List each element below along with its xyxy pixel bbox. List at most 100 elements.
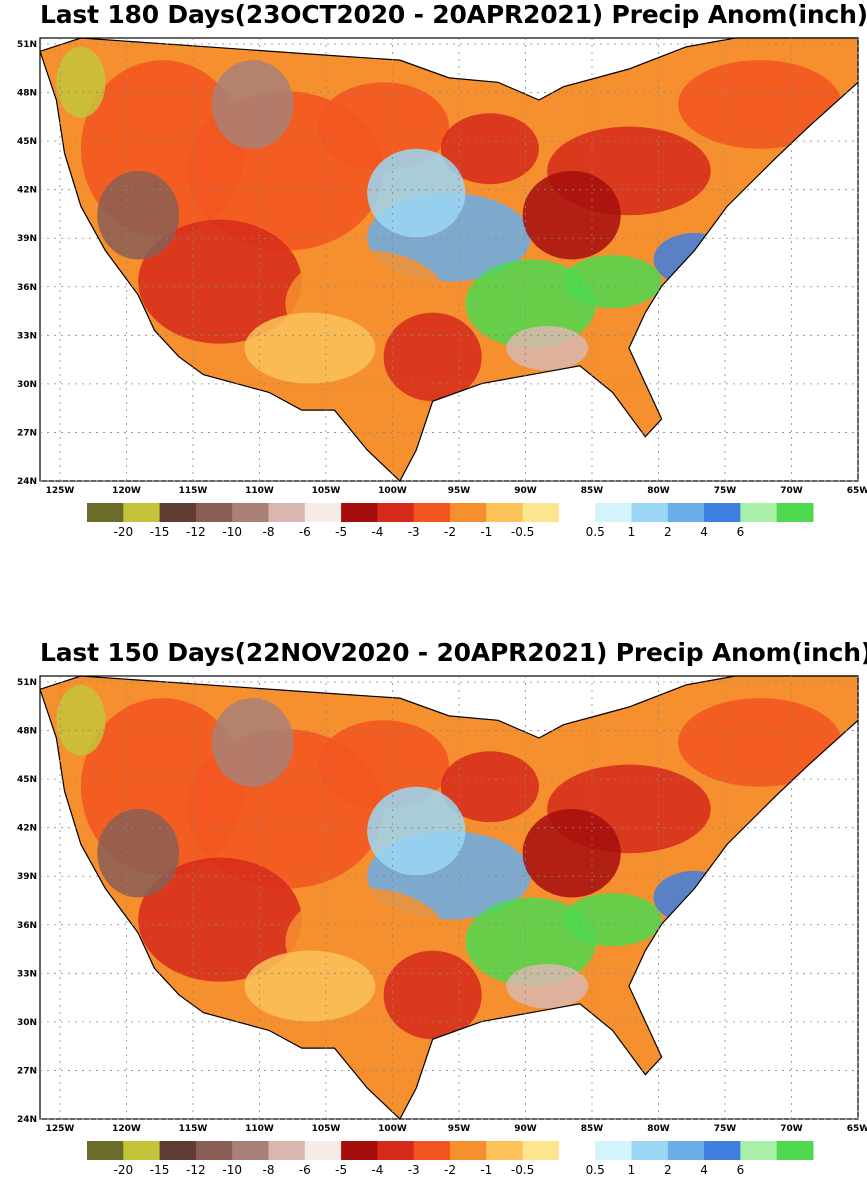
map-panel-180-days: Last 180 Days(23OCT2020 - 20APR2021) Pre… [0, 0, 867, 560]
lat-label: 27N [17, 1066, 37, 1076]
colorbar-swatch [776, 1141, 814, 1160]
colorbar-swatch [667, 503, 705, 522]
map-title: Last 180 Days(23OCT2020 - 20APR2021) Pre… [40, 0, 867, 29]
map-title: Last 150 Days(22NOV2020 - 20APR2021) Pre… [40, 638, 867, 667]
lat-label: 33N [17, 331, 37, 341]
colorbar-swatch [123, 1141, 161, 1160]
anomaly-region [440, 113, 539, 185]
colorbar-swatch [413, 1141, 451, 1160]
colorbar-label: -20 [113, 525, 133, 539]
colorbar-swatch [377, 1141, 415, 1160]
coastline [39, 675, 859, 1120]
anomaly-region [563, 255, 662, 309]
colorbar-swatch [704, 503, 741, 522]
anomaly-region [56, 46, 106, 118]
colorbar-swatch [667, 1141, 705, 1160]
anomaly-region [318, 82, 449, 171]
colorbar-swatch [776, 503, 814, 522]
lat-label: 45N [17, 137, 37, 147]
colorbar-swatch [486, 503, 524, 522]
colorbar-swatch [522, 1141, 560, 1160]
lat-label: 27N [17, 428, 37, 438]
lon-label: 105W [312, 1124, 341, 1134]
colorbar-swatch [595, 1141, 632, 1160]
anomaly-region [318, 720, 449, 809]
colorbar-swatch [413, 503, 451, 522]
colorbar-label: -5 [335, 1163, 347, 1177]
colorbar-label: 4 [700, 525, 708, 539]
colorbar-swatch [595, 503, 632, 522]
colorbar-label: -4 [371, 525, 383, 539]
lon-label: 75W [714, 486, 737, 496]
anomaly-region [440, 751, 539, 823]
lat-label: 30N [17, 1018, 37, 1028]
anomaly-region [367, 786, 466, 876]
anomaly-region [97, 808, 180, 898]
colorbar-swatch [232, 503, 269, 522]
anomaly-region [563, 893, 662, 947]
colorbar-label: -5 [335, 525, 347, 539]
colorbar-swatch [268, 503, 306, 522]
lat-label: 48N [17, 89, 37, 99]
colorbar-label: -2 [444, 525, 456, 539]
lon-label: 110W [245, 486, 274, 496]
lon-label: 115W [179, 486, 208, 496]
colorbar-label: 6 [737, 525, 745, 539]
anomaly-region [506, 325, 589, 371]
colorbar-label: -10 [222, 1163, 242, 1177]
lon-label: 100W [378, 486, 407, 496]
colorbar-label: 4 [700, 1163, 708, 1177]
colorbar-label: -8 [263, 1163, 275, 1177]
colorbar-label: -4 [371, 1163, 383, 1177]
lon-label: 90W [514, 486, 537, 496]
lon-label: 120W [112, 1124, 141, 1134]
colorbar-label: 0.5 [586, 1163, 605, 1177]
colorbar-label: -20 [113, 1163, 133, 1177]
colorbar-label: 0.5 [586, 525, 605, 539]
colorbar-swatch [740, 1141, 778, 1160]
lon-label: 75W [714, 1124, 737, 1134]
anomaly-region [522, 808, 621, 898]
lat-label: 39N [17, 872, 37, 882]
colorbar-swatch [377, 503, 415, 522]
lon-label: 70W [780, 486, 803, 496]
colorbar-swatch [195, 1141, 233, 1160]
colorbar-label: -15 [150, 525, 170, 539]
anomaly-region [678, 698, 842, 787]
anomaly-region [97, 170, 180, 260]
lat-label: 36N [17, 283, 37, 293]
lon-label: 95W [448, 486, 471, 496]
anomaly-region [367, 148, 466, 238]
lat-label: 51N [17, 678, 37, 688]
colorbar-swatch [195, 503, 233, 522]
lon-label: 70W [780, 1124, 803, 1134]
colorbar-swatch [558, 503, 596, 522]
lat-label: 51N [17, 40, 37, 50]
lat-label: 45N [17, 775, 37, 785]
anomaly-region [522, 170, 621, 260]
lat-label: 33N [17, 969, 37, 979]
colorbar-label: 1 [628, 1163, 636, 1177]
lon-label: 125W [46, 486, 75, 496]
lon-label: 80W [647, 1124, 670, 1134]
colorbar-swatch [232, 1141, 269, 1160]
colorbar-label: -0.5 [511, 1163, 534, 1177]
colorbar-swatch [558, 1141, 596, 1160]
colorbar-swatch [740, 503, 778, 522]
colorbar-label: -2 [444, 1163, 456, 1177]
colorbar-swatch [522, 503, 560, 522]
anomaly-region [383, 950, 482, 1040]
colorbar-swatch [87, 1141, 124, 1160]
lon-label: 120W [112, 486, 141, 496]
lat-label: 42N [17, 824, 37, 834]
colorbar-label: 2 [664, 1163, 672, 1177]
coastline [39, 37, 859, 482]
colorbar-swatch [341, 503, 378, 522]
colorbar-label: -6 [299, 525, 311, 539]
anomaly-region [383, 312, 482, 402]
lat-label: 39N [17, 234, 37, 244]
lon-label: 100W [378, 1124, 407, 1134]
colorbar-swatch [304, 1141, 342, 1160]
colorbar-swatch [341, 1141, 378, 1160]
